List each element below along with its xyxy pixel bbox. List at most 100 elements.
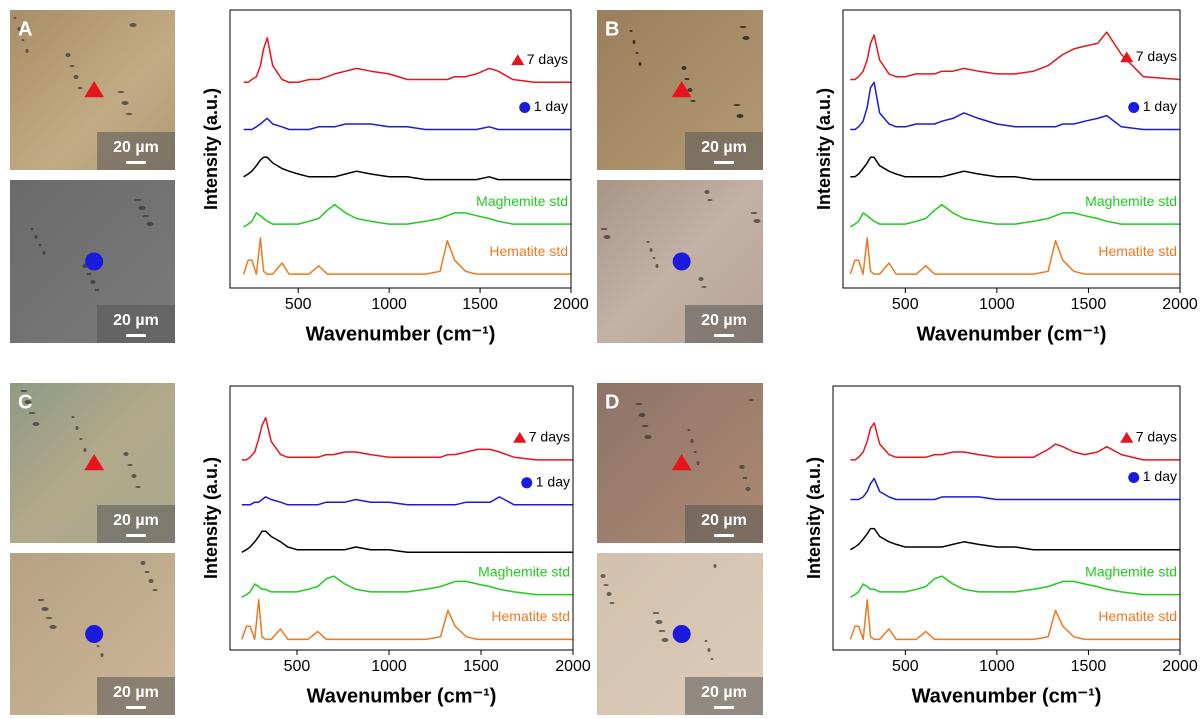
speckle: [742, 477, 748, 479]
speckle: [690, 439, 694, 443]
speckle: [142, 215, 150, 217]
x-tick-label: 1500: [1071, 296, 1107, 313]
spectrum-line: [849, 203, 1180, 228]
speckle: [34, 235, 38, 239]
speckle: [65, 53, 71, 57]
speckle: [687, 88, 693, 92]
legend-marker: [519, 102, 531, 114]
speckle: [750, 212, 758, 214]
x-tick-label: 1500: [1071, 658, 1107, 675]
scale-bar-label: 20 µm: [701, 139, 747, 156]
speckle: [140, 561, 146, 565]
spectrum-line: [241, 599, 573, 641]
series-label: Maghemite std: [1085, 193, 1177, 209]
speckle: [690, 100, 696, 102]
series-label: Hematite std: [1098, 243, 1177, 259]
spectrum-line: [849, 599, 1180, 641]
speckle: [96, 645, 100, 647]
speckle: [49, 625, 57, 629]
speckle: [600, 574, 606, 578]
speckle: [69, 65, 75, 67]
speckle: [600, 228, 608, 230]
plot-frame: [842, 9, 1181, 289]
speckle: [646, 241, 650, 243]
speckle: [117, 91, 125, 93]
series-label: 7 days: [1136, 48, 1177, 64]
scale-bar-label: 20 µm: [113, 512, 159, 529]
speckle: [739, 26, 747, 28]
series-label: 7 days: [529, 429, 570, 445]
series-label: 7 days: [1136, 429, 1177, 445]
speckle: [138, 206, 146, 210]
speckle: [687, 429, 691, 431]
speckle: [30, 228, 34, 230]
speckle: [25, 49, 29, 53]
series-label: 1 day: [536, 474, 570, 490]
x-tick-label: 1000: [979, 296, 1015, 313]
speckle: [37, 599, 45, 601]
x-tick-label: 1000: [371, 658, 407, 675]
scale-bar: [126, 161, 146, 164]
speckle: [86, 273, 92, 275]
speckle: [144, 571, 150, 573]
x-tick-label: 2000: [1162, 296, 1198, 313]
speckle: [121, 101, 129, 105]
speckle: [658, 630, 666, 632]
speckle: [638, 413, 646, 417]
speckle: [753, 219, 761, 223]
series-label: Hematite std: [491, 608, 570, 624]
spectrum-line: [850, 422, 1180, 461]
speckle: [20, 390, 28, 392]
x-tick-label: 2000: [553, 296, 589, 313]
spectrum-line: [241, 530, 573, 554]
speckle: [603, 235, 611, 239]
scale-bar: [714, 161, 734, 164]
speckle: [127, 464, 133, 466]
scale-bar: [714, 534, 734, 537]
series-label: 1 day: [1143, 98, 1177, 114]
sample-marker-triangle: [671, 454, 692, 471]
speckle: [129, 23, 137, 27]
scale-bar-label: 20 µm: [113, 139, 159, 156]
speckle: [94, 289, 100, 291]
speckle: [17, 27, 21, 31]
panel-label: A: [18, 18, 32, 40]
speckle: [710, 658, 714, 660]
legend-marker: [1120, 431, 1134, 443]
speckle: [704, 190, 710, 194]
speckle: [603, 584, 609, 586]
scale-bar-label: 20 µm: [701, 684, 747, 701]
speckle: [638, 62, 642, 66]
speckle: [644, 435, 652, 439]
x-tick-label: 1000: [979, 658, 1015, 675]
scale-bar: [126, 706, 146, 709]
series-label: Hematite std: [1098, 608, 1177, 624]
x-tick-label: 500: [284, 658, 311, 675]
speckle: [635, 52, 639, 54]
speckle: [24, 400, 32, 404]
spectrum-line: [850, 31, 1181, 81]
speckle: [42, 251, 46, 255]
scale-bar: [714, 334, 734, 337]
y-axis-label: Intensity (a.u.): [804, 457, 824, 579]
y-axis-label: Intensity (a.u.): [201, 457, 221, 579]
spectrum-line: [850, 81, 1180, 131]
speckle: [733, 104, 741, 106]
speckle: [135, 486, 141, 488]
spectrum-line: [850, 575, 1180, 598]
speckle: [77, 87, 83, 89]
legend-marker: [521, 477, 533, 489]
speckle: [148, 579, 154, 583]
sample-marker-triangle: [671, 81, 692, 98]
speckle: [701, 286, 707, 288]
scale-bar-label: 20 µm: [113, 312, 159, 329]
legend-marker: [1120, 51, 1134, 63]
speckle: [748, 399, 754, 401]
speckle: [655, 620, 663, 624]
speckle: [45, 617, 53, 619]
scale-bar: [126, 334, 146, 337]
scale-bar-label: 20 µm: [113, 684, 159, 701]
x-tick-label: 500: [892, 658, 919, 675]
speckle: [32, 422, 40, 426]
